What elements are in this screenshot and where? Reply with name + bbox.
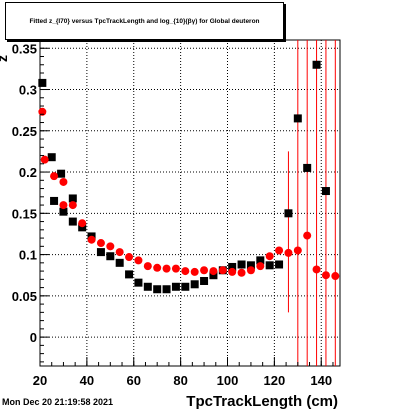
data-point-square <box>143 282 152 291</box>
data-point-circle <box>284 248 293 257</box>
x-tick-label: 80 <box>173 373 187 388</box>
plot-frame <box>39 39 341 367</box>
data-point-circle <box>143 262 152 271</box>
data-point-circle <box>218 266 227 275</box>
x-tick-label: 100 <box>217 373 239 388</box>
y-tick-label: 0 <box>30 330 37 345</box>
data-point-square <box>125 270 134 279</box>
error-bars <box>287 40 336 366</box>
y-tick-label: 0.25 <box>12 124 37 139</box>
data-point-circle <box>134 256 143 265</box>
y-tick-label: 0.2 <box>19 165 37 180</box>
data-point-square <box>134 278 143 287</box>
data-point-circle <box>256 262 265 271</box>
data-point-circle <box>87 235 96 244</box>
data-point-circle <box>153 263 162 272</box>
chart-title: Fitted z_{I70} versus TpcTrackLength and… <box>29 17 260 25</box>
x-tick-label: 60 <box>127 373 141 388</box>
data-point-square <box>59 207 68 216</box>
x-tick-label: 40 <box>80 373 94 388</box>
y-tick-label: 0.3 <box>19 83 37 98</box>
data-point-circle <box>275 246 284 255</box>
data-point-square <box>228 262 237 271</box>
timestamp-footer: Mon Dec 20 21:19:58 2021 <box>2 397 114 407</box>
data-point-square <box>237 260 246 269</box>
chart-title-box: Fitted z_{I70} versus TpcTrackLength and… <box>5 2 284 40</box>
data-point-circle <box>228 267 237 276</box>
data-point-square <box>68 217 77 226</box>
data-point-circle <box>106 242 115 251</box>
data-point-square <box>312 60 321 69</box>
x-tick-label: 140 <box>310 373 332 388</box>
x-axis-label: TpcTrackLength (cm) <box>186 393 338 409</box>
y-tick-label: 0.05 <box>12 289 37 304</box>
data-point-circle <box>181 267 190 276</box>
data-point-square <box>47 153 56 162</box>
data-point-square <box>209 271 218 280</box>
y-axis-label: z <box>0 55 10 62</box>
data-point-square <box>68 194 77 203</box>
data-point-square <box>190 280 199 289</box>
data-point-square <box>57 169 66 178</box>
data-point-square <box>265 261 274 270</box>
axis-ticks: 20 40 60 80 100 120 140 0 0.05 0.1 0.15 0.2 0.25 0.3 0… <box>12 41 334 388</box>
data-point-circle <box>190 267 199 276</box>
data-point-circle <box>171 264 180 273</box>
data-point-square <box>303 163 312 172</box>
y-tick-label: 0.1 <box>19 248 37 263</box>
grid-lines <box>39 40 340 366</box>
data-point-circle <box>237 268 246 277</box>
data-point-circle <box>59 201 68 210</box>
data-point-circle <box>59 177 68 186</box>
data-point-square <box>275 260 284 269</box>
data-point-square <box>200 276 209 285</box>
x-tick-label: 120 <box>264 373 286 388</box>
data-point-circle <box>312 265 321 274</box>
data-point-square <box>293 114 302 123</box>
data-point-square <box>181 282 190 291</box>
data-marks <box>38 60 340 294</box>
y-tick-label: 0.35 <box>12 41 37 56</box>
data-point-square <box>321 187 330 196</box>
data-point-circle <box>40 155 49 164</box>
data-point-square <box>171 282 180 291</box>
data-point-square <box>106 252 115 261</box>
x-tick-label: 20 <box>33 373 47 388</box>
data-point-circle <box>321 271 330 280</box>
data-point-circle <box>50 172 59 181</box>
data-point-square <box>50 196 59 205</box>
data-point-circle <box>293 246 302 255</box>
data-point-square <box>284 209 293 218</box>
data-point-square <box>115 258 124 267</box>
data-point-circle <box>78 219 87 228</box>
data-point-circle <box>246 266 255 275</box>
data-point-square <box>96 248 105 257</box>
data-point-circle <box>265 252 274 261</box>
data-point-square <box>38 78 47 87</box>
data-point-square <box>153 285 162 294</box>
data-point-circle <box>68 201 77 210</box>
data-point-circle <box>200 266 209 275</box>
data-point-circle <box>331 272 340 281</box>
data-point-square <box>246 261 255 270</box>
data-point-circle <box>125 253 134 262</box>
data-point-circle <box>162 264 171 273</box>
data-point-circle <box>209 267 218 276</box>
y-tick-label: 0.15 <box>12 206 37 221</box>
data-point-square <box>162 285 171 294</box>
data-point-circle <box>115 248 124 257</box>
data-point-circle <box>96 239 105 248</box>
data-point-circle <box>303 231 312 240</box>
data-point-square <box>78 223 87 232</box>
data-point-square <box>256 256 265 265</box>
